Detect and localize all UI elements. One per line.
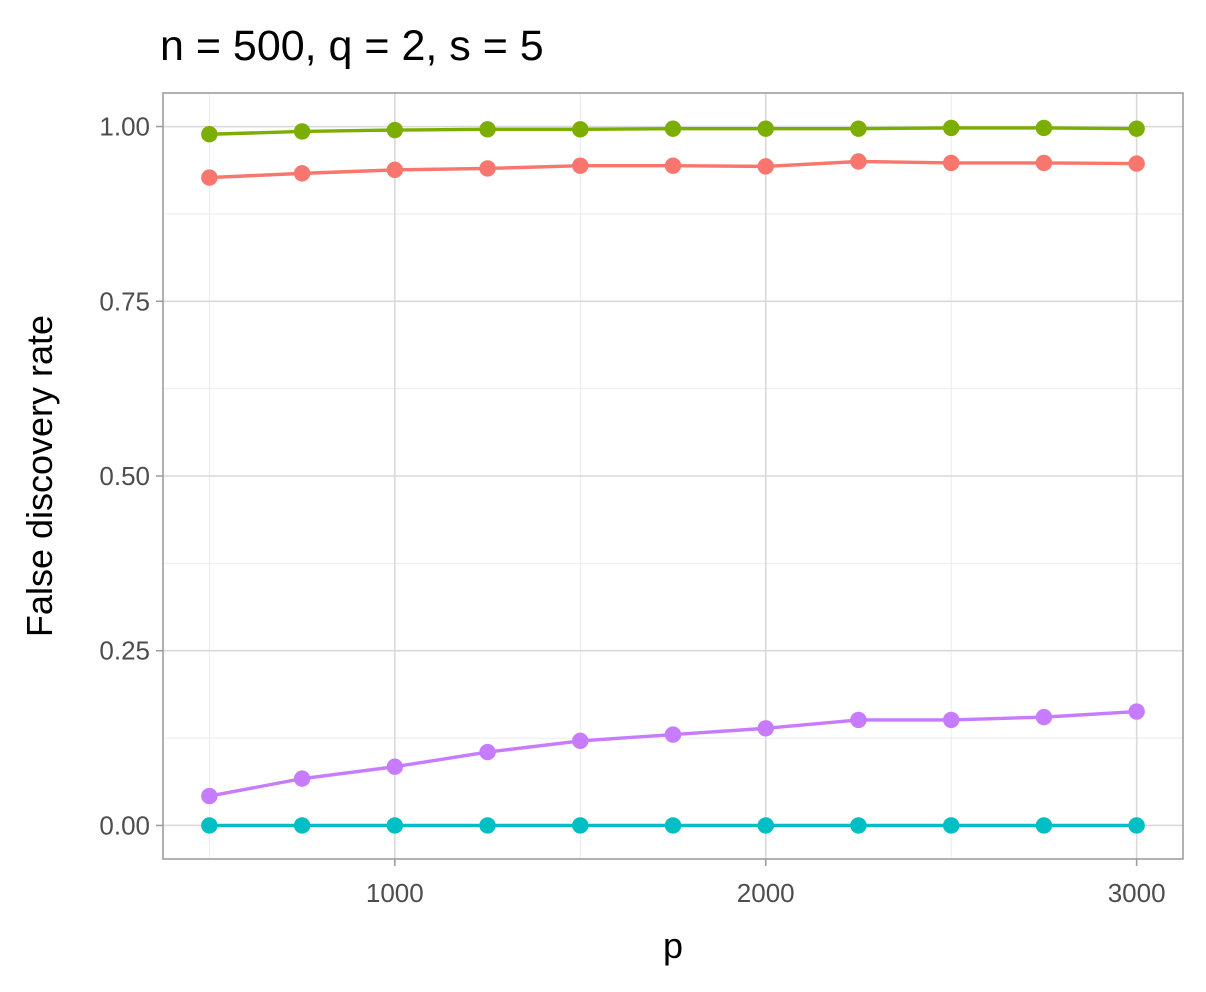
data-point <box>664 817 682 834</box>
series-2 <box>201 153 1145 186</box>
data-point <box>479 160 496 177</box>
series-line <box>207 709 1139 798</box>
series-layer <box>201 119 1145 834</box>
data-point <box>757 120 774 137</box>
data-point <box>942 119 960 137</box>
data-point <box>757 720 774 737</box>
data-point <box>572 817 589 834</box>
data-point <box>1035 154 1053 172</box>
data-point <box>664 157 682 174</box>
data-point <box>293 165 311 182</box>
data-point <box>201 126 218 143</box>
data-point <box>386 758 404 775</box>
data-point <box>293 770 311 787</box>
series-3 <box>201 703 1145 805</box>
data-point <box>479 817 496 834</box>
data-point <box>479 743 496 761</box>
data-point <box>1035 708 1053 726</box>
data-point <box>850 817 867 834</box>
x-tick-label: 2000 <box>737 878 795 908</box>
data-point <box>757 817 774 834</box>
data-point <box>664 726 682 743</box>
data-point <box>293 817 311 834</box>
data-point <box>850 120 867 137</box>
y-tick-label: 0.25 <box>99 636 150 666</box>
data-point <box>1035 119 1053 137</box>
y-tick-label: 1.00 <box>99 112 150 142</box>
data-point <box>386 121 404 139</box>
data-point <box>201 169 218 186</box>
data-point <box>850 153 867 170</box>
data-point <box>479 121 496 138</box>
data-point <box>664 120 682 137</box>
data-point <box>293 123 311 140</box>
data-point <box>1128 120 1145 137</box>
data-point <box>386 161 404 179</box>
y-tick-label: 0.50 <box>99 461 150 491</box>
data-point <box>386 817 404 834</box>
data-point <box>942 817 960 834</box>
data-point <box>757 158 774 175</box>
series-1 <box>201 119 1145 143</box>
data-point <box>201 817 218 834</box>
grid-layer <box>163 93 1183 859</box>
y-tick-label: 0.00 <box>99 810 150 840</box>
data-point <box>201 787 218 805</box>
data-point <box>572 732 589 750</box>
data-point <box>1128 817 1145 834</box>
x-tick-label: 3000 <box>1108 878 1166 908</box>
y-tick-label: 0.75 <box>99 286 150 316</box>
x-tick-label: 1000 <box>366 878 424 908</box>
data-point <box>572 157 589 174</box>
data-point <box>942 154 960 172</box>
data-point <box>1128 703 1145 720</box>
data-point <box>942 711 960 729</box>
axis-layer: 1000 2000 3000 0.00 0.25 0.50 0.75 1.00 <box>99 112 1165 908</box>
y-axis-title: False discovery rate <box>19 315 60 637</box>
data-point <box>1128 155 1145 172</box>
x-axis-title: p <box>663 925 683 966</box>
series-4 <box>201 817 1145 834</box>
data-point <box>572 121 589 138</box>
data-point <box>1035 817 1053 834</box>
data-point <box>850 711 867 729</box>
chart-title: n = 500, q = 2, s = 5 <box>160 22 544 70</box>
